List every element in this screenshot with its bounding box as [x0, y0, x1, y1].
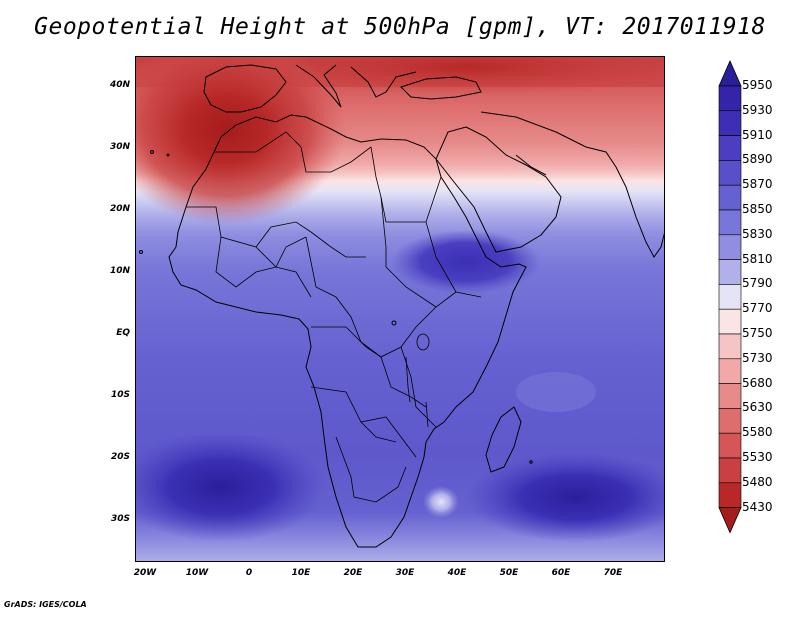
- field-trough-south: [302, 535, 460, 561]
- colorbar-label: 5890: [742, 152, 773, 167]
- colorbar-label: 5630: [742, 400, 773, 415]
- border-7: [425, 221, 482, 298]
- lon-label-10w: 10W: [185, 568, 209, 578]
- field-trough-center: [136, 57, 346, 224]
- colorbar-label: 5680: [742, 375, 773, 390]
- coastline-persian-gulf: [515, 154, 547, 176]
- lon-label-10e: 10E: [291, 568, 311, 578]
- coastline-iberia: [203, 64, 287, 113]
- lon-label-20e: 20E: [343, 568, 363, 578]
- field-local-maximum: [423, 486, 459, 518]
- lat-label-20n: 20N: [109, 204, 130, 214]
- border-4: [255, 221, 366, 258]
- border-12: [360, 416, 417, 458]
- map-panel: [135, 56, 665, 562]
- coastlines: [139, 64, 664, 548]
- border-10: [335, 436, 407, 503]
- colorbar-box: [718, 408, 742, 434]
- coastline-madagascar: [485, 406, 522, 473]
- colorbar-box: [718, 333, 742, 360]
- colorbar-box: [718, 160, 742, 186]
- lon-label-0: 0: [245, 568, 253, 578]
- lat-label-20s: 20S: [110, 452, 130, 462]
- colorbar-label: 5430: [742, 499, 773, 514]
- colorbar-label: 5790: [742, 276, 773, 291]
- lon-label-60e: 60E: [551, 568, 571, 578]
- field-high-south-atlantic: [136, 432, 326, 542]
- lat-label-10s: 10S: [110, 390, 130, 400]
- colorbar-label: 5810: [742, 251, 773, 266]
- country-borders: [186, 131, 482, 503]
- border-3: [215, 236, 312, 298]
- colorbar-box: [718, 234, 742, 260]
- lat-label-eq: EQ: [116, 328, 130, 338]
- lat-label-10n: 10N: [109, 266, 130, 276]
- heatmap-canvas: [136, 57, 664, 561]
- coastline-anatolia: [400, 76, 482, 100]
- colorbar-box: [718, 358, 742, 384]
- lat-label-40n: 40N: [109, 80, 130, 90]
- colorbar-box: [718, 308, 742, 335]
- colorbar-box: [718, 110, 742, 136]
- field-high-indian-ocean: [466, 452, 664, 542]
- colorbar-label: 5930: [742, 102, 773, 117]
- colorbar-bottom-arrow: [718, 507, 742, 534]
- colorbar-label: 5950: [742, 78, 773, 92]
- colorbar-label: 5580: [742, 425, 773, 440]
- colorbar-box: [718, 184, 742, 211]
- coastline-arabia: [435, 126, 562, 253]
- field-trough-east: [246, 57, 664, 95]
- colorbar-label: 5910: [742, 127, 773, 142]
- colorbar-box: [718, 259, 742, 285]
- field-light-patch: [516, 372, 596, 412]
- coastline-iran-india: [480, 111, 664, 258]
- colorbar-label: 5830: [742, 226, 773, 241]
- colorbar-label: 5770: [742, 301, 773, 316]
- colorbar-box: [718, 135, 742, 161]
- colorbar: [718, 60, 742, 534]
- border-6: [380, 196, 437, 308]
- lat-label-30n: 30N: [109, 142, 130, 152]
- grads-credit: GrADS: IGES/COLA: [4, 600, 87, 609]
- lon-label-20w: 20W: [133, 568, 157, 578]
- colorbar-box: [718, 85, 742, 112]
- colorbar-box: [718, 457, 742, 484]
- border-1: [214, 131, 442, 223]
- colorbar-box: [718, 482, 742, 508]
- chart-title: Geopotential Height at 500hPa [gpm], VT:…: [34, 14, 766, 40]
- colorbar-box: [718, 209, 742, 236]
- border-8: [311, 326, 427, 408]
- lon-label-30e: 30E: [395, 568, 415, 578]
- border-5: [305, 236, 457, 358]
- colorbar-label: 5750: [742, 326, 773, 340]
- lon-label-50e: 50E: [499, 568, 519, 578]
- lat-label-30s: 30S: [110, 514, 130, 524]
- lon-label-40e: 40E: [447, 568, 467, 578]
- colorbar-label: 5870: [742, 177, 773, 192]
- lakes: [405, 333, 430, 428]
- colorbar-label: 5530: [742, 450, 773, 464]
- coastline-africa: [168, 114, 527, 548]
- lon-label-70e: 70E: [603, 568, 623, 578]
- colorbar-top-arrow: [718, 60, 742, 87]
- colorbar-label: 5730: [742, 350, 773, 365]
- field-high-ethiopia: [391, 230, 541, 294]
- colorbar-box: [718, 284, 742, 310]
- colorbar-box: [718, 432, 742, 459]
- colorbar-box: [718, 383, 742, 409]
- colorbar-label: 5480: [742, 474, 773, 489]
- colorbar-label: 5850: [742, 202, 773, 216]
- coastline-italy-balkans: [295, 64, 417, 108]
